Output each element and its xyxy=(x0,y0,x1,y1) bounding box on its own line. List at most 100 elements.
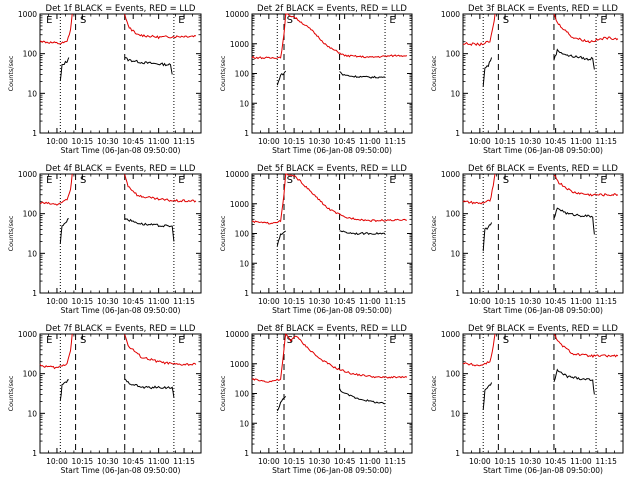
lld-series-line xyxy=(40,13,73,45)
events-series-line xyxy=(276,230,286,247)
x-tick-label: 10:30 xyxy=(97,297,119,306)
lld-series-line xyxy=(553,13,619,44)
y-tick-label: 10 xyxy=(239,99,249,108)
plot-frame xyxy=(251,13,413,134)
y-tick-label: 1 xyxy=(244,289,249,298)
x-tick-label: 10:45 xyxy=(334,297,356,306)
y-tick-label: 100 xyxy=(235,390,250,399)
x-tick-label: 11:15 xyxy=(173,137,195,146)
marker-label: E xyxy=(600,175,606,186)
x-tick-label: 11:15 xyxy=(595,457,617,466)
plot-frame xyxy=(251,173,413,294)
marker-label: E xyxy=(600,335,606,346)
plot-frame xyxy=(39,13,202,134)
x-tick-label: 11:00 xyxy=(148,457,170,466)
marker-label: E xyxy=(46,15,52,26)
y-tick-label: 1 xyxy=(32,449,37,458)
y-tick-label: 10000 xyxy=(225,10,249,19)
y-axis-label: Counts/sec xyxy=(219,375,227,411)
panel-title: Det 6f BLACK = Events, RED = LLD xyxy=(468,164,618,174)
lld-series-line xyxy=(251,13,408,60)
marker-label: S xyxy=(503,15,509,26)
y-tick-label: 10000 xyxy=(225,330,249,339)
lld-series-line xyxy=(251,333,408,383)
x-tick-label: 11:00 xyxy=(148,297,170,306)
y-axis-label: Counts/sec xyxy=(7,55,15,91)
events-series-line xyxy=(276,70,287,86)
x-tick-label: 11:00 xyxy=(148,137,170,146)
lld-series-line xyxy=(462,173,496,205)
x-tick-label: 10:30 xyxy=(520,457,542,466)
events-series-line xyxy=(339,230,386,235)
y-tick-label: 1 xyxy=(455,289,460,298)
panel-title: Det 3f BLACK = Events, RED = LLD xyxy=(468,4,618,14)
x-axis-label: Start Time (06-Jan-08 09:50:00) xyxy=(483,466,603,475)
x-tick-label: 10:00 xyxy=(258,457,280,466)
panel-title: Det 1f BLACK = Events, RED = LLD xyxy=(46,4,196,14)
plot-frame xyxy=(251,333,413,454)
marker-label: S xyxy=(287,175,293,186)
marker-label: S xyxy=(503,335,509,346)
y-axis-label: Counts/sec xyxy=(7,375,15,411)
plot-frame xyxy=(462,173,624,294)
x-tick-label: 10:45 xyxy=(545,137,567,146)
x-tick-label: 10:15 xyxy=(494,137,516,146)
x-tick-label: 10:45 xyxy=(545,297,567,306)
lld-series-line xyxy=(553,333,619,358)
x-tick-label: 10:30 xyxy=(97,457,119,466)
y-tick-label: 1000 xyxy=(230,200,249,209)
panel-title: Det 2f BLACK = Events, RED = LLD xyxy=(257,4,407,14)
marker-label: E xyxy=(178,15,184,26)
x-tick-label: 11:15 xyxy=(595,137,617,146)
x-axis-label: Start Time (06-Jan-08 09:50:00) xyxy=(61,146,181,155)
x-tick-label: 11:15 xyxy=(384,137,406,146)
x-tick-label: 10:45 xyxy=(545,457,567,466)
y-tick-label: 10 xyxy=(27,249,37,258)
y-tick-label: 1 xyxy=(244,449,249,458)
x-tick-label: 11:15 xyxy=(173,297,195,306)
x-tick-label: 11:00 xyxy=(570,297,592,306)
x-tick-label: 10:00 xyxy=(258,137,280,146)
y-tick-label: 1 xyxy=(455,129,460,138)
y-tick-label: 10 xyxy=(27,89,37,98)
events-series-line xyxy=(553,48,595,70)
y-tick-label: 1000 xyxy=(18,170,37,179)
x-tick-label: 10:00 xyxy=(469,457,491,466)
marker-label: E xyxy=(600,15,606,26)
y-tick-label: 1000 xyxy=(441,330,460,339)
events-series-line xyxy=(59,57,70,81)
panel-4: Det 4f BLACK = Events, RED = LLD Counts/s… xyxy=(7,164,202,315)
y-tick-label: 1000 xyxy=(230,40,249,49)
x-tick-label: 11:00 xyxy=(359,297,381,306)
x-axis-label: Start Time (06-Jan-08 09:50:00) xyxy=(61,306,181,315)
y-tick-label: 100 xyxy=(23,50,38,59)
y-tick-label: 100 xyxy=(23,210,38,219)
x-tick-label: 10:00 xyxy=(469,137,491,146)
lld-series-line xyxy=(553,174,619,197)
x-tick-label: 11:00 xyxy=(359,137,381,146)
panel-1: Det 1f BLACK = Events, RED = LLD Counts/s… xyxy=(7,4,202,155)
x-tick-label: 11:00 xyxy=(359,457,381,466)
x-tick-label: 10:15 xyxy=(283,137,305,146)
x-tick-label: 10:30 xyxy=(309,297,331,306)
events-series-line xyxy=(276,396,287,412)
events-series-line xyxy=(553,368,595,395)
y-tick-label: 10 xyxy=(450,249,460,258)
marker-label: E xyxy=(46,175,52,186)
y-tick-label: 10 xyxy=(239,419,249,428)
panel-title: Det 7f BLACK = Events, RED = LLD xyxy=(46,324,196,334)
x-tick-label: 10:30 xyxy=(97,137,119,146)
lld-series-line xyxy=(124,13,197,40)
events-series-line xyxy=(124,217,175,242)
lld-series-line xyxy=(124,334,197,366)
marker-label: E xyxy=(178,175,184,186)
x-axis-label: Start Time (06-Jan-08 09:50:00) xyxy=(272,146,392,155)
marker-label: E xyxy=(46,335,52,346)
y-tick-label: 1000 xyxy=(441,170,460,179)
x-tick-label: 10:30 xyxy=(520,137,542,146)
y-axis-label: Counts/sec xyxy=(7,215,15,251)
panel-title: Det 4f BLACK = Events, RED = LLD xyxy=(46,164,196,174)
x-axis-label: Start Time (06-Jan-08 09:50:00) xyxy=(483,306,603,315)
x-axis-label: Start Time (06-Jan-08 09:50:00) xyxy=(483,146,603,155)
